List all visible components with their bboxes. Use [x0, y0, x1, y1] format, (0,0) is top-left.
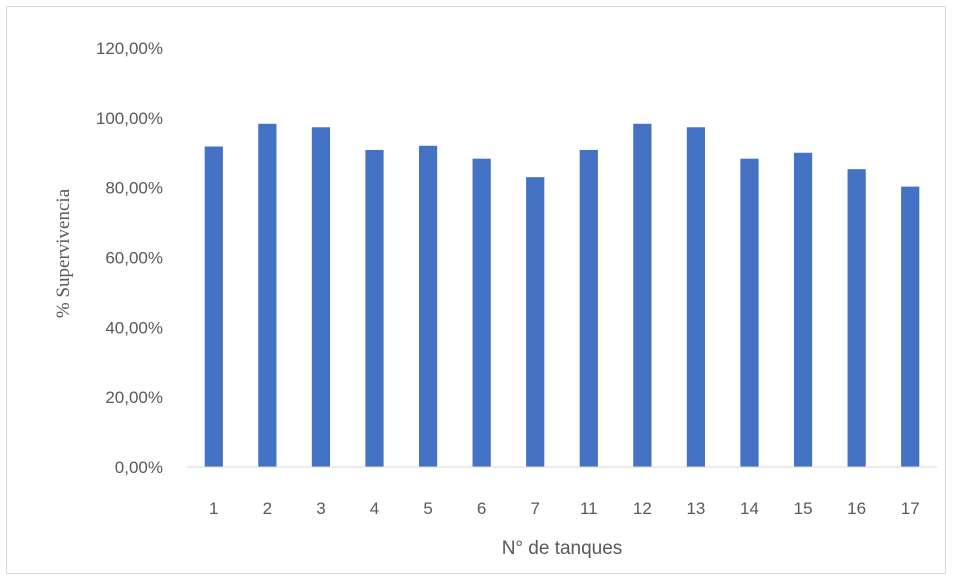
y-tick-label: 120,00% [96, 39, 163, 58]
bar-17 [901, 186, 920, 467]
y-tick-label: 100,00% [96, 109, 163, 128]
bar-15 [793, 152, 813, 467]
x-tick-labels: 1 2 3 4 5 6 7 11 12 13 14 15 16 17 [209, 499, 920, 518]
x-tick-label: 14 [740, 499, 759, 518]
x-tick-label: 11 [580, 499, 598, 518]
y-tick-labels: 0,00% 20,00% 40,00% 60,00% 80,00% 100,00% 120,… [96, 39, 163, 477]
y-tick-label: 80,00% [105, 179, 163, 198]
x-tick-label: 13 [686, 499, 705, 518]
x-tick-label: 16 [847, 499, 866, 518]
y-tick-label: 40,00% [105, 318, 163, 337]
x-tick-label: 5 [423, 499, 432, 518]
x-tick-label: 3 [316, 499, 325, 518]
y-tick-label: 60,00% [105, 249, 163, 268]
x-tick-label: 6 [477, 499, 486, 518]
y-tick-label: 20,00% [105, 388, 163, 407]
y-tick-label: 0,00% [115, 458, 163, 477]
bar-11 [579, 149, 598, 467]
bar-3 [311, 127, 331, 467]
x-tick-label: 1 [209, 499, 218, 518]
x-tick-label: 12 [633, 499, 652, 518]
x-tick-label: 15 [794, 499, 813, 518]
bar-4 [365, 149, 384, 467]
bar-5 [418, 145, 438, 467]
bar-1 [204, 146, 223, 467]
x-tick-label: 7 [530, 499, 539, 518]
x-tick-label: 2 [263, 499, 272, 518]
bar-6 [472, 158, 491, 467]
x-axis-label: N° de tanques [502, 538, 623, 559]
bars-layer [204, 123, 920, 468]
x-tick-label: 4 [370, 499, 379, 518]
bar-13 [686, 127, 706, 467]
bar-2 [258, 123, 277, 467]
bar-14 [740, 158, 759, 467]
bar-16 [847, 169, 866, 467]
bar-7 [526, 177, 545, 468]
bar-12 [633, 123, 652, 467]
x-tick-label: 17 [901, 499, 920, 518]
y-axis-label: % Supervivencia [53, 188, 74, 318]
